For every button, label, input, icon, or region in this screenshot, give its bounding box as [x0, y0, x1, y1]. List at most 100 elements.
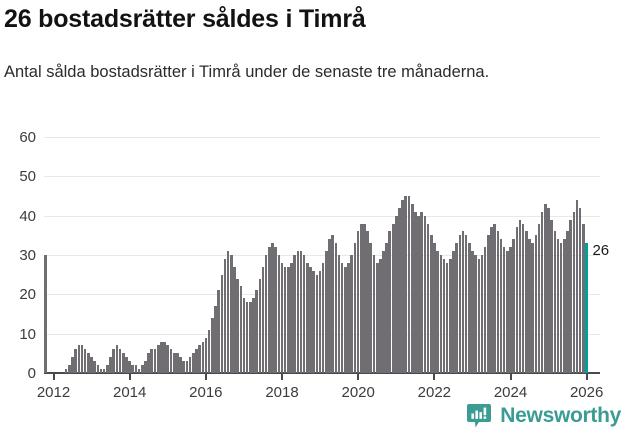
bar[interactable] — [131, 365, 135, 373]
bar[interactable] — [363, 223, 366, 373]
bar[interactable] — [563, 239, 566, 373]
bar[interactable] — [398, 207, 401, 373]
bar[interactable] — [71, 357, 74, 373]
bar[interactable] — [274, 247, 277, 373]
bar[interactable] — [214, 306, 217, 373]
bar[interactable] — [582, 223, 585, 373]
bar[interactable] — [312, 270, 315, 373]
bar[interactable] — [547, 207, 550, 373]
bar[interactable] — [204, 337, 208, 373]
bar[interactable] — [347, 262, 350, 373]
bar[interactable] — [566, 231, 569, 373]
bar[interactable] — [150, 349, 154, 373]
bar[interactable] — [121, 353, 125, 373]
bar[interactable] — [452, 251, 455, 373]
bar[interactable] — [340, 262, 344, 373]
bar[interactable] — [102, 369, 106, 373]
bar[interactable] — [179, 357, 182, 373]
bar[interactable] — [356, 231, 360, 373]
bar[interactable] — [302, 255, 306, 373]
bar[interactable] — [74, 349, 77, 373]
bar[interactable] — [328, 239, 331, 373]
bar[interactable] — [496, 231, 500, 373]
bar[interactable] — [468, 243, 471, 373]
bar[interactable] — [385, 243, 389, 373]
bar[interactable] — [233, 266, 236, 373]
bar[interactable] — [217, 290, 220, 373]
bar-highlighted[interactable] — [585, 243, 588, 373]
bar[interactable] — [252, 298, 255, 373]
bar[interactable] — [325, 251, 328, 373]
bar[interactable] — [153, 349, 157, 373]
bar[interactable] — [442, 258, 446, 373]
bar[interactable] — [477, 258, 481, 373]
bar[interactable] — [569, 219, 572, 373]
bar[interactable] — [499, 239, 503, 373]
bar[interactable] — [429, 235, 433, 373]
newsworthy-logo[interactable]: Newsworthy — [466, 401, 621, 431]
bar[interactable] — [544, 203, 547, 373]
bar[interactable] — [68, 365, 71, 373]
bar[interactable] — [537, 223, 541, 373]
bar[interactable] — [64, 369, 68, 373]
bar[interactable] — [44, 270, 47, 373]
bar[interactable] — [163, 341, 166, 373]
bar[interactable] — [159, 341, 163, 373]
bar[interactable] — [512, 239, 515, 373]
bar[interactable] — [80, 345, 84, 373]
bar[interactable] — [334, 243, 338, 373]
bar[interactable] — [299, 251, 303, 373]
bar[interactable] — [195, 349, 198, 373]
bar[interactable] — [578, 207, 582, 373]
bar[interactable] — [296, 251, 300, 373]
bar[interactable] — [426, 223, 430, 373]
bar[interactable] — [172, 353, 176, 373]
bar[interactable] — [337, 255, 341, 373]
bar[interactable] — [226, 251, 230, 373]
bar[interactable] — [185, 361, 189, 373]
bar[interactable] — [401, 199, 405, 373]
bar[interactable] — [236, 278, 239, 373]
bar[interactable] — [506, 251, 509, 373]
bar[interactable] — [414, 211, 417, 373]
bar[interactable] — [559, 243, 563, 373]
bar[interactable] — [331, 235, 334, 373]
bar[interactable] — [388, 231, 392, 373]
bar[interactable] — [201, 341, 205, 373]
bar[interactable] — [394, 215, 398, 373]
bar[interactable] — [223, 258, 227, 373]
bar[interactable] — [198, 345, 201, 373]
bar[interactable] — [366, 231, 369, 373]
bar[interactable] — [423, 215, 427, 373]
bar[interactable] — [90, 357, 93, 373]
bar[interactable] — [99, 369, 103, 373]
bar[interactable] — [109, 357, 112, 373]
bar[interactable] — [309, 266, 312, 373]
bar[interactable] — [156, 345, 160, 373]
bar[interactable] — [407, 196, 411, 373]
bar[interactable] — [404, 196, 408, 373]
bar[interactable] — [287, 266, 290, 373]
bar[interactable] — [353, 243, 357, 373]
bar[interactable] — [540, 211, 544, 373]
bar[interactable] — [321, 262, 325, 373]
bar[interactable] — [420, 211, 424, 373]
bar[interactable] — [118, 349, 122, 373]
bar[interactable] — [474, 255, 477, 373]
bar[interactable] — [534, 235, 538, 373]
bar[interactable] — [449, 258, 452, 373]
bar[interactable] — [290, 262, 293, 373]
bar[interactable] — [480, 255, 484, 373]
bar[interactable] — [391, 223, 395, 373]
bar[interactable] — [211, 317, 214, 373]
bar[interactable] — [188, 357, 192, 373]
bar[interactable] — [509, 247, 512, 373]
bar[interactable] — [77, 345, 81, 373]
bar[interactable] — [293, 255, 296, 373]
bar[interactable] — [378, 258, 382, 373]
bar[interactable] — [87, 353, 90, 373]
bar[interactable] — [490, 227, 493, 373]
bar[interactable] — [207, 329, 211, 373]
bar[interactable] — [493, 223, 496, 373]
bar[interactable] — [359, 223, 363, 373]
